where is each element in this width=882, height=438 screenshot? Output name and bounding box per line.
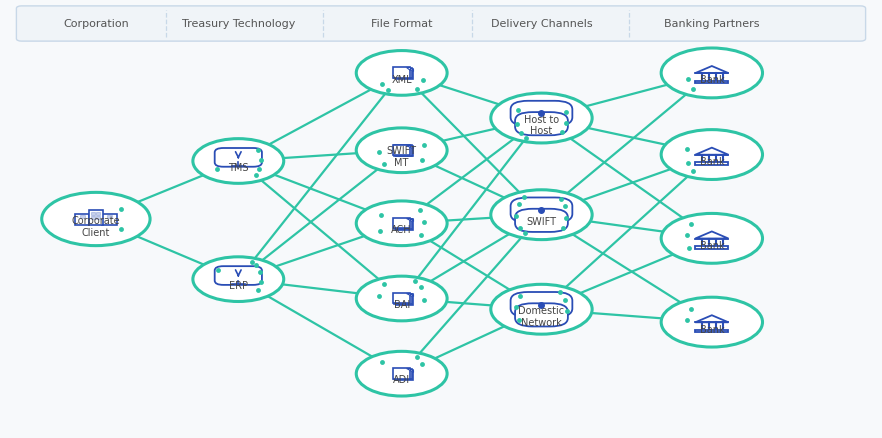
Circle shape bbox=[662, 48, 763, 98]
FancyBboxPatch shape bbox=[96, 212, 101, 215]
FancyBboxPatch shape bbox=[394, 294, 412, 304]
FancyBboxPatch shape bbox=[396, 146, 413, 156]
Text: File Format: File Format bbox=[371, 18, 432, 28]
FancyBboxPatch shape bbox=[515, 209, 568, 232]
FancyBboxPatch shape bbox=[511, 101, 572, 126]
Text: Bank: Bank bbox=[699, 157, 724, 167]
FancyBboxPatch shape bbox=[695, 330, 729, 332]
FancyBboxPatch shape bbox=[393, 67, 410, 78]
Polygon shape bbox=[408, 146, 413, 148]
Polygon shape bbox=[695, 315, 729, 322]
Polygon shape bbox=[407, 145, 412, 148]
Text: Host to
Host: Host to Host bbox=[524, 115, 559, 136]
Circle shape bbox=[490, 93, 592, 143]
FancyBboxPatch shape bbox=[214, 266, 262, 285]
FancyBboxPatch shape bbox=[102, 214, 116, 225]
FancyBboxPatch shape bbox=[515, 112, 568, 135]
Text: Corporate
Client: Corporate Client bbox=[71, 216, 120, 238]
Circle shape bbox=[662, 297, 763, 347]
FancyBboxPatch shape bbox=[695, 81, 729, 83]
Circle shape bbox=[356, 50, 447, 95]
FancyBboxPatch shape bbox=[695, 162, 729, 165]
Circle shape bbox=[193, 139, 284, 184]
FancyBboxPatch shape bbox=[695, 246, 729, 249]
Text: Delivery Channels: Delivery Channels bbox=[490, 18, 593, 28]
Circle shape bbox=[41, 192, 150, 246]
Text: ADI: ADI bbox=[393, 375, 410, 385]
FancyBboxPatch shape bbox=[396, 294, 413, 305]
FancyBboxPatch shape bbox=[79, 215, 85, 218]
FancyBboxPatch shape bbox=[214, 148, 262, 167]
FancyBboxPatch shape bbox=[91, 212, 95, 215]
Text: Banking Partners: Banking Partners bbox=[664, 18, 759, 28]
Text: BAI: BAI bbox=[393, 300, 410, 310]
FancyBboxPatch shape bbox=[75, 214, 89, 225]
Circle shape bbox=[662, 130, 763, 180]
Text: Bank: Bank bbox=[699, 325, 724, 335]
Text: SWIFT: SWIFT bbox=[527, 217, 557, 227]
FancyBboxPatch shape bbox=[89, 210, 102, 225]
Circle shape bbox=[356, 128, 447, 173]
FancyBboxPatch shape bbox=[394, 219, 412, 229]
FancyBboxPatch shape bbox=[96, 216, 101, 219]
FancyBboxPatch shape bbox=[394, 145, 412, 156]
FancyBboxPatch shape bbox=[396, 219, 413, 230]
Text: ERP: ERP bbox=[228, 281, 248, 291]
Circle shape bbox=[193, 257, 284, 301]
FancyBboxPatch shape bbox=[396, 370, 413, 380]
Polygon shape bbox=[407, 369, 412, 371]
Polygon shape bbox=[406, 145, 410, 147]
FancyBboxPatch shape bbox=[107, 215, 112, 218]
FancyBboxPatch shape bbox=[515, 303, 568, 326]
FancyBboxPatch shape bbox=[394, 68, 412, 78]
Text: Bank: Bank bbox=[699, 75, 724, 85]
Circle shape bbox=[356, 276, 447, 321]
Circle shape bbox=[662, 213, 763, 263]
Circle shape bbox=[356, 201, 447, 246]
FancyBboxPatch shape bbox=[394, 369, 412, 379]
Polygon shape bbox=[408, 219, 413, 221]
Polygon shape bbox=[408, 69, 413, 71]
Circle shape bbox=[356, 351, 447, 396]
FancyBboxPatch shape bbox=[393, 368, 410, 378]
Polygon shape bbox=[406, 218, 410, 220]
Polygon shape bbox=[408, 294, 413, 297]
Polygon shape bbox=[406, 368, 410, 371]
Polygon shape bbox=[406, 293, 410, 295]
FancyBboxPatch shape bbox=[393, 145, 410, 155]
FancyBboxPatch shape bbox=[91, 216, 95, 219]
FancyBboxPatch shape bbox=[511, 292, 572, 317]
FancyBboxPatch shape bbox=[393, 293, 410, 304]
Text: Corporation: Corporation bbox=[63, 18, 129, 28]
Polygon shape bbox=[407, 68, 412, 70]
Text: Treasury Technology: Treasury Technology bbox=[182, 18, 295, 28]
Polygon shape bbox=[407, 294, 412, 296]
Text: SWIFT
MT: SWIFT MT bbox=[386, 146, 416, 168]
Text: Domestic
Network: Domestic Network bbox=[519, 306, 564, 328]
Polygon shape bbox=[695, 231, 729, 239]
FancyBboxPatch shape bbox=[511, 198, 572, 223]
Polygon shape bbox=[406, 67, 410, 70]
Polygon shape bbox=[695, 148, 729, 155]
Text: XML: XML bbox=[392, 74, 412, 85]
Polygon shape bbox=[408, 370, 413, 372]
Text: ACH: ACH bbox=[392, 225, 412, 235]
FancyBboxPatch shape bbox=[17, 6, 865, 41]
Text: Bank: Bank bbox=[699, 241, 724, 251]
Text: TMS: TMS bbox=[228, 162, 249, 173]
FancyBboxPatch shape bbox=[396, 69, 413, 79]
Circle shape bbox=[490, 284, 592, 334]
FancyBboxPatch shape bbox=[393, 218, 410, 228]
Polygon shape bbox=[407, 219, 412, 221]
Circle shape bbox=[490, 190, 592, 240]
Polygon shape bbox=[695, 66, 729, 73]
